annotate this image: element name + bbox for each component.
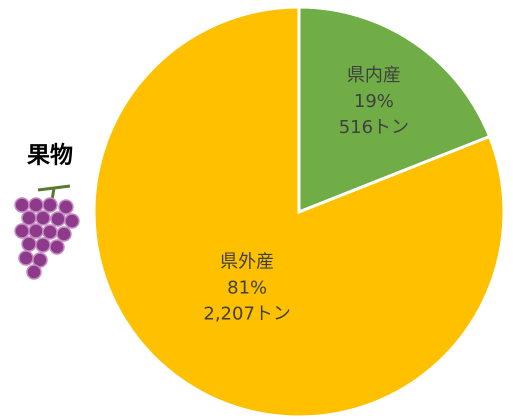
slice-category-label: 県内産 <box>347 65 401 86</box>
slice-category-label: 県外産 <box>220 251 274 272</box>
slice-amount-label: 516トン <box>339 117 409 138</box>
pie-slice <box>92 5 506 419</box>
slice-value-label: 81% <box>227 277 267 298</box>
grape-icon <box>14 184 80 280</box>
slice-amount-label: 2,207トン <box>203 303 291 324</box>
slice-value-label: 19% <box>354 91 394 112</box>
chart-title: 果物 <box>27 142 73 169</box>
pie-slice <box>297 5 492 215</box>
